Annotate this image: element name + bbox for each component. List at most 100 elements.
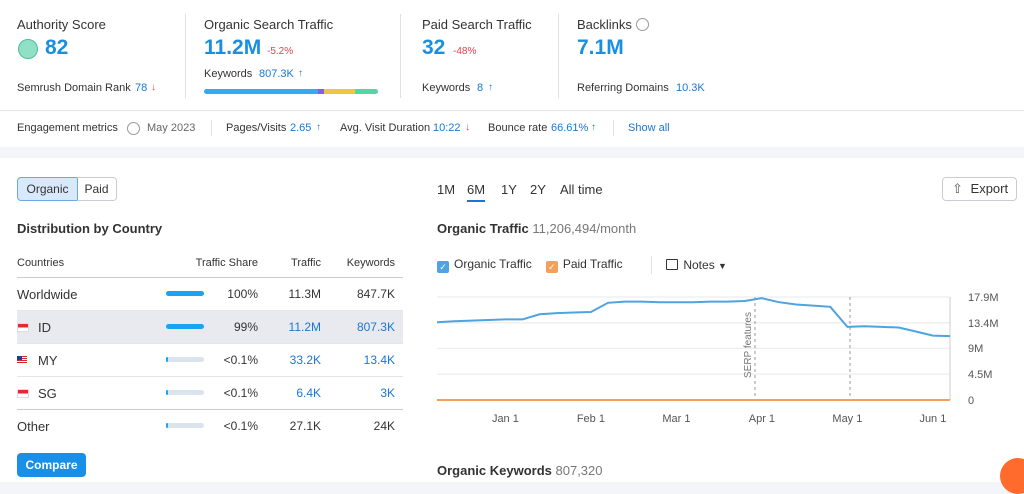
share-fill [166,390,168,395]
down-arrow: ↓ [151,82,156,93]
bar-segment [355,89,378,94]
legend-label: Paid Traffic [562,257,623,271]
section-title: Distribution by Country [17,221,163,236]
separator [211,120,212,136]
traffic-share: <0.1% [223,353,258,367]
bar-segment [324,89,355,94]
metric-change: -5.2% [267,46,294,57]
keywords[interactable]: 3K [380,386,395,400]
down-arrow: ↓ [465,122,470,133]
section-title: Organic Keywords [437,463,552,478]
traffic[interactable]: 6.4K [296,386,321,400]
sub-value[interactable]: 10.3K [676,82,705,94]
country: SG [38,386,57,401]
table-row: Other <0.1% 27.1K 24K [17,410,403,442]
period-tab[interactable]: All time [560,182,603,197]
engagement-item-value: 66.61% [551,122,589,134]
export-button[interactable]: ⇧ Export [942,177,1017,201]
country: ID [38,320,51,335]
metric-value[interactable]: 7.1M [577,36,624,59]
notes-label: Notes [683,258,715,272]
export-icon: ⇧ [952,181,963,196]
traffic-chart: 0 4.5M 9M 13.4M 17.9M Jan 1 Feb 1 Mar 1 Apr 1 May… [436,292,999,425]
legend-item[interactable]: ✓ Organic Traffic [437,257,532,273]
share-fill [166,324,204,329]
share-bar [166,423,204,428]
traffic: 11.3M [288,287,321,301]
keywords: 24K [373,419,395,433]
y-tick-label: 9M [968,343,983,355]
sub-label: Keywords [204,68,253,80]
separator [651,256,652,274]
traffic-share: 100% [227,287,258,301]
country: MY [38,353,58,368]
period-tab[interactable]: 6M [467,182,486,202]
sub-value[interactable]: 78 [135,82,148,94]
engagement-item-label: Pages/Visits [226,122,287,134]
legend-checkbox[interactable]: ✓ [437,261,449,273]
x-tick-label: Mar 1 [662,413,690,425]
flag [17,389,29,398]
period-tab[interactable]: 1Y [501,182,517,197]
period-tab[interactable]: 2Y [530,182,546,197]
country: Other [17,419,50,434]
help-button[interactable] [1000,458,1024,494]
notes-dropdown[interactable]: Notes ▼ [666,258,727,272]
keywords[interactable]: 13.4K [363,353,395,367]
legend-checkbox[interactable]: ✓ [545,261,558,273]
column-header: Keywords [346,257,395,269]
metric-value[interactable]: 32 [422,36,446,59]
legend-item[interactable]: ✓ Paid Traffic [545,257,623,273]
column-header: Countries [17,257,65,269]
x-tick-label: Feb 1 [577,413,605,425]
table-row[interactable]: Worldwide 100% 11.3M 847.7K [17,278,403,311]
export-label: Export [970,181,1009,196]
traffic[interactable]: 11.2M [288,320,321,334]
engagement-date: May 2023 [147,122,196,134]
engagement-item-value: 10:22 [433,122,461,134]
keywords[interactable]: 807.3K [356,320,395,334]
share-bar [166,357,204,362]
share-fill [166,357,168,362]
traffic: 27.1K [289,419,321,433]
y-tick-label: 13.4M [968,318,999,330]
y-tick-label: 17.9M [968,292,999,304]
x-tick-label: Jan 1 [492,413,519,425]
main-card: Organic Paid Distribution by Country Cou… [0,158,1024,494]
bar-segment [318,89,324,94]
share-bar [166,390,204,395]
info-icon[interactable] [636,18,649,31]
tab-paid[interactable]: Paid [77,177,117,201]
tab-organic[interactable]: Organic [17,177,78,201]
notes-icon [666,259,678,270]
chart-subtitle: 11,206,494/month [532,221,637,236]
period-tab[interactable]: 1M [437,182,456,197]
engagement-label: Engagement metrics [17,122,118,134]
table-row[interactable]: ID 99% 11.2M 807.3K [17,311,403,344]
metric-label: Backlinks [577,17,632,32]
up-arrow: ↑ [488,82,493,93]
sub-value[interactable]: 8 [477,82,484,94]
show-all-link[interactable]: Show all [628,122,670,134]
chart-title: Organic Traffic [437,221,529,236]
info-icon[interactable] [127,122,140,135]
summary-card: Authority Score 82 Semrush Domain Rank 7… [0,0,1024,111]
metric-change: -48% [453,46,477,57]
engagement-item-value: 2.65 [290,122,312,134]
sub-value[interactable]: 807.3K [259,68,294,80]
separator [613,120,614,136]
metric-value[interactable]: 11.2M [204,36,262,59]
traffic[interactable]: 33.2K [289,353,321,367]
share-bar [166,324,204,329]
section-value: 807,320 [555,463,603,478]
table-row[interactable]: SG <0.1% 6.4K 3K [17,377,403,410]
table-row[interactable]: MY <0.1% 33.2K 13.4K [17,344,403,377]
y-tick-label: 4.5M [968,369,992,381]
metric-label: Organic Search Traffic [204,17,334,32]
share-fill [166,423,168,428]
compare-button[interactable]: Compare [17,453,86,477]
flag [17,356,27,363]
chevron: ▼ [718,261,727,271]
series-line [436,297,951,338]
